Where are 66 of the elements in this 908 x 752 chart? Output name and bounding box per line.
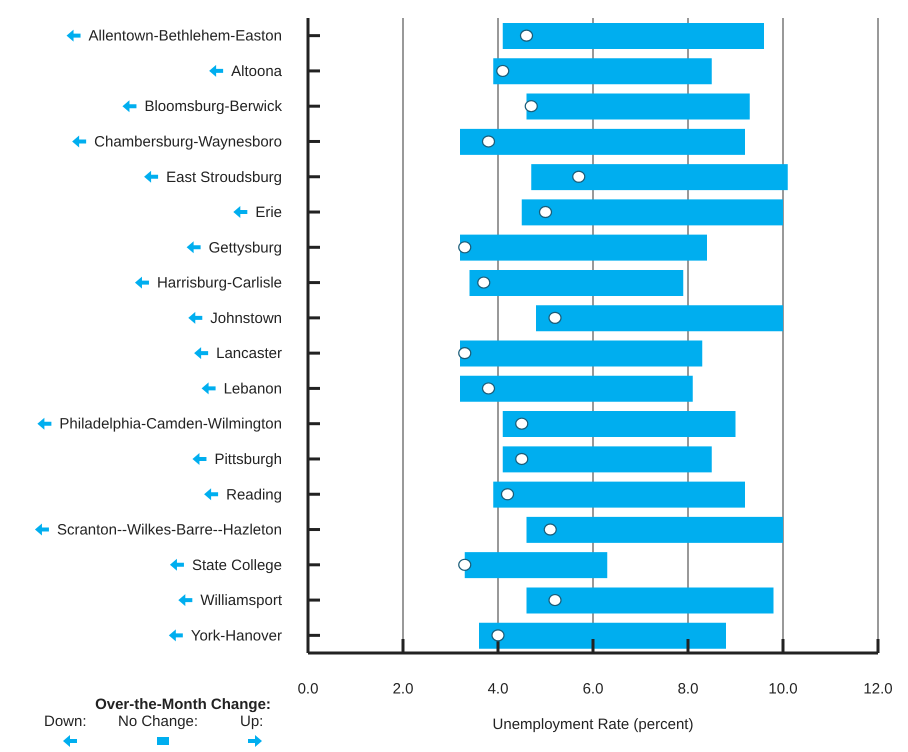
point	[515, 418, 528, 430]
x-tick-label: 0.0	[298, 680, 318, 698]
y-tick-label: Johnstown	[210, 310, 282, 327]
y-tick-label: Gettysburg	[208, 239, 282, 256]
bar	[522, 199, 783, 226]
point	[548, 312, 562, 324]
point	[538, 206, 552, 218]
point	[482, 382, 496, 395]
y-tick-label: Allentown-Bethlehem-Easton	[88, 28, 282, 45]
point	[491, 629, 505, 642]
y-tick-label: Scranton--Wilkes-Barre--Hazleton	[56, 522, 282, 539]
point	[458, 347, 472, 360]
bar	[526, 94, 750, 120]
x-tick-label: 2.0	[392, 680, 414, 698]
y-tick-label: Chambersburg-Waynesboro	[94, 133, 282, 150]
bar	[502, 411, 736, 438]
x-tick-label: 12.0	[863, 680, 893, 698]
bar	[470, 270, 684, 296]
y-tick-label: Philadelphia-Camden-Wilmington	[59, 416, 282, 433]
bar	[526, 516, 783, 543]
x-axis-title: Unemployment Rate (percent)	[492, 716, 694, 733]
point	[458, 241, 472, 254]
bar	[479, 622, 726, 649]
bar	[536, 305, 783, 332]
y-tick-label: Pittsburgh	[214, 450, 282, 468]
y-tick-label: State College	[192, 556, 282, 574]
text: No Change:	[118, 713, 198, 730]
y-tick-label: Williamsport	[200, 592, 283, 610]
y-tick-label: Harrisburg-Carlisle	[156, 274, 282, 292]
y-tick-label: Lebanon	[224, 380, 282, 398]
x-tick-label: 8.0	[678, 680, 698, 698]
point	[520, 30, 534, 42]
bar	[502, 23, 764, 49]
y-tick-label: Altoona	[231, 62, 283, 80]
bar	[493, 482, 745, 508]
y-tick-label: Erie	[255, 204, 282, 222]
point	[515, 452, 528, 466]
x-tick-label: 4.0	[488, 680, 508, 698]
y-tick-label: East Stroudsburg	[166, 168, 282, 186]
text: Over-the-Month Change:	[94, 696, 272, 713]
bar	[493, 58, 712, 84]
point	[500, 488, 514, 500]
y-tick-label: Lancaster	[216, 345, 282, 362]
bar	[460, 376, 693, 402]
text: Down:	[44, 713, 87, 730]
x-tick-label: 6.0	[582, 680, 604, 698]
y-tick-label: Reading	[226, 486, 282, 504]
bar	[526, 587, 774, 614]
bar	[460, 234, 707, 261]
point	[548, 594, 562, 606]
point	[496, 64, 510, 78]
bar	[464, 552, 608, 578]
y-tick-label: York-Hanover	[190, 627, 282, 644]
text: Up:	[240, 713, 264, 730]
point	[572, 170, 586, 183]
point	[458, 558, 472, 571]
point	[524, 100, 538, 112]
point	[544, 523, 557, 536]
bar	[531, 164, 788, 190]
bar	[502, 446, 712, 472]
point	[482, 135, 496, 148]
y-tick-label: Bloomsburg-Berwick	[144, 98, 282, 116]
bar	[460, 128, 745, 155]
bar	[460, 340, 702, 366]
point	[477, 276, 490, 289]
x-tick-label: 10.0	[768, 680, 798, 698]
